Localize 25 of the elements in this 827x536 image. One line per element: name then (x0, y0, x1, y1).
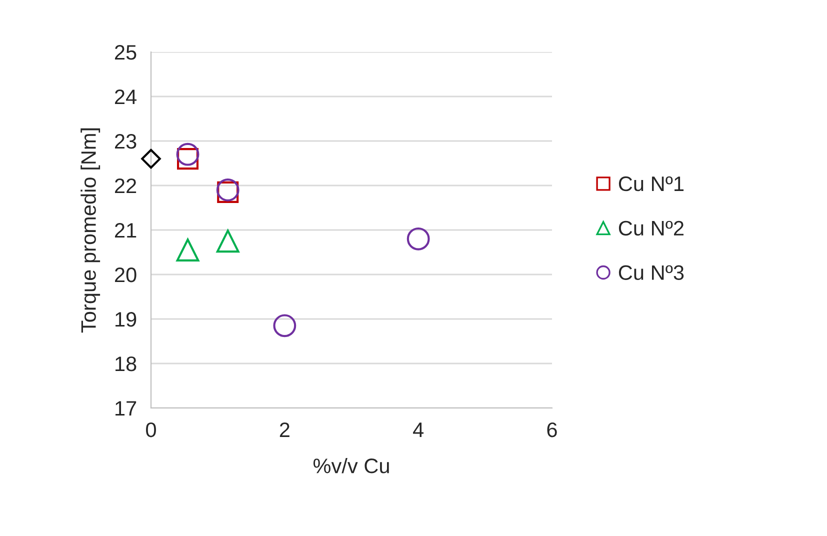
legend-label: Cu Nº2 (618, 220, 684, 236)
x-tick-label: 0 (146, 422, 156, 438)
point (141, 148, 161, 169)
x-tick-label: 4 (413, 422, 424, 437)
y-tick-label: 19 (116, 312, 136, 327)
x-tick-label: 2 (280, 422, 290, 437)
legend-label: Cu Nº1 (618, 176, 684, 192)
x-tick-label: 6 (547, 422, 557, 438)
point (176, 142, 200, 166)
legend-label: Cu Nº3 (618, 265, 684, 280)
y-tick-label: 20 (114, 268, 136, 282)
y-axis-title: Torque promedio [Nm] (80, 128, 100, 333)
y-tick-label: 18 (116, 356, 136, 372)
point (176, 148, 199, 170)
x-axis-title: %v/v Cu (313, 458, 389, 474)
y-tick-label: 24 (114, 90, 137, 104)
y-tick-label: 25 (114, 45, 136, 60)
y-tick-label: 17 (116, 401, 136, 416)
point (406, 227, 430, 250)
point (216, 230, 240, 253)
y-tick-label: 21 (114, 223, 136, 238)
y-tick-label: 22 (114, 178, 136, 194)
point (176, 238, 200, 262)
point (273, 314, 296, 338)
y-tick-label: 23 (114, 134, 136, 149)
